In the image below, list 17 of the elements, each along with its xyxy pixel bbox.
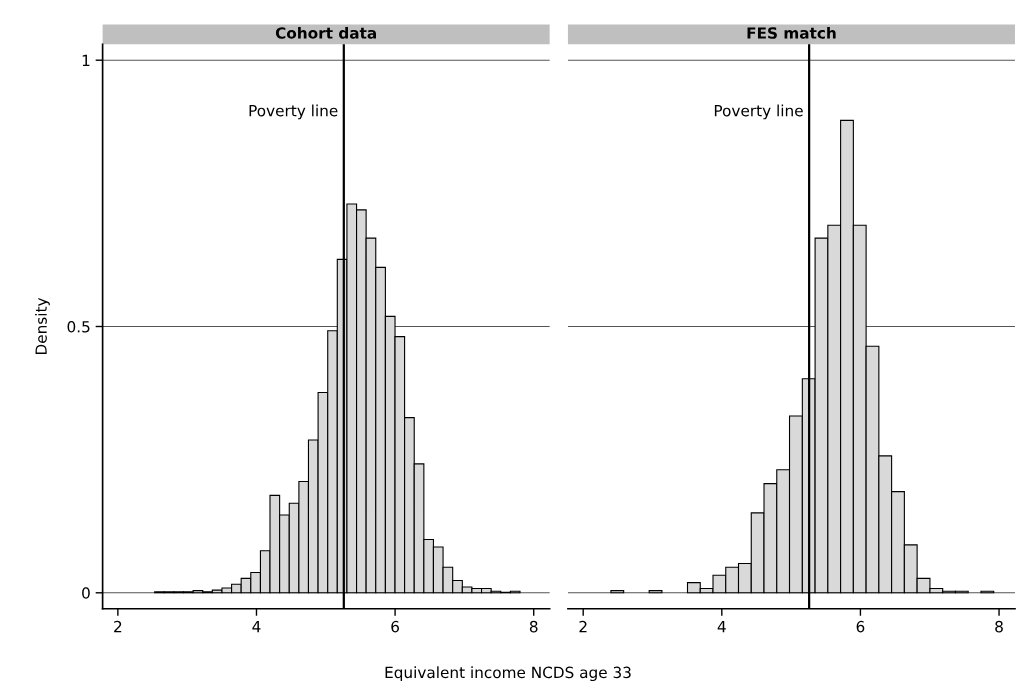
x-tick-label: 4 [717, 621, 726, 633]
x-tick-label: 4 [252, 621, 261, 633]
y-tick-label: 0.5 [67, 320, 90, 333]
x-tick-label: 2 [579, 620, 587, 633]
y-tick-label: 0 [82, 587, 90, 599]
ref-line-label: Poverty line [714, 104, 803, 120]
x-axis-title: Equivalent income NCDS age 33 [385, 666, 631, 682]
x-tick-label: 8 [995, 620, 1003, 633]
y-axis-title: Density [35, 297, 50, 355]
chart-title: FES match [747, 26, 836, 39]
x-tick-label: 8 [529, 620, 538, 633]
y-tick-label: 1 [82, 54, 90, 67]
x-tick-label: 2 [114, 620, 122, 633]
x-tick-label: 6 [856, 620, 865, 633]
chart-title: Cohort data [275, 26, 376, 39]
ref-line-label: Poverty line [249, 104, 338, 120]
x-tick-label: 6 [391, 620, 399, 633]
